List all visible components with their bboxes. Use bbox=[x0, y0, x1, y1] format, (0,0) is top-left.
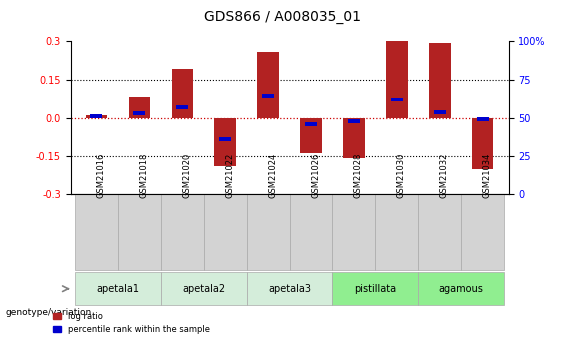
Text: GSM21028: GSM21028 bbox=[354, 152, 363, 198]
Bar bbox=[86, 115, 107, 118]
FancyBboxPatch shape bbox=[247, 194, 290, 270]
FancyBboxPatch shape bbox=[461, 194, 504, 270]
Bar bbox=[172, 69, 193, 118]
Bar bbox=[472, 118, 493, 169]
FancyBboxPatch shape bbox=[247, 272, 332, 305]
Legend: log ratio, percentile rank within the sample: log ratio, percentile rank within the sa… bbox=[49, 308, 213, 337]
Text: apetala1: apetala1 bbox=[97, 284, 140, 294]
Bar bbox=[90, 114, 102, 118]
Bar bbox=[262, 95, 274, 98]
Bar bbox=[429, 43, 450, 118]
Text: pistillata: pistillata bbox=[354, 284, 397, 294]
Bar bbox=[133, 111, 145, 115]
FancyBboxPatch shape bbox=[75, 272, 161, 305]
Bar bbox=[391, 98, 403, 101]
Text: GSM21016: GSM21016 bbox=[97, 152, 106, 198]
Text: GSM21032: GSM21032 bbox=[440, 152, 449, 198]
FancyBboxPatch shape bbox=[375, 194, 418, 270]
Bar bbox=[434, 110, 446, 114]
Text: GDS866 / A008035_01: GDS866 / A008035_01 bbox=[204, 10, 361, 24]
FancyBboxPatch shape bbox=[75, 194, 118, 270]
Text: GSM21018: GSM21018 bbox=[140, 152, 148, 198]
FancyBboxPatch shape bbox=[332, 194, 375, 270]
Text: agamous: agamous bbox=[439, 284, 484, 294]
FancyBboxPatch shape bbox=[204, 194, 247, 270]
Bar bbox=[176, 105, 188, 109]
FancyBboxPatch shape bbox=[161, 272, 247, 305]
FancyBboxPatch shape bbox=[290, 194, 332, 270]
Bar bbox=[305, 122, 317, 126]
Text: GSM21020: GSM21020 bbox=[182, 152, 191, 198]
Text: apetala3: apetala3 bbox=[268, 284, 311, 294]
Text: GSM21030: GSM21030 bbox=[397, 152, 406, 198]
Text: GSM21026: GSM21026 bbox=[311, 152, 320, 198]
FancyBboxPatch shape bbox=[118, 194, 161, 270]
FancyBboxPatch shape bbox=[418, 194, 461, 270]
Text: apetala2: apetala2 bbox=[182, 284, 225, 294]
Bar bbox=[258, 52, 279, 118]
FancyBboxPatch shape bbox=[161, 194, 204, 270]
Text: GSM21022: GSM21022 bbox=[225, 152, 234, 198]
FancyBboxPatch shape bbox=[332, 272, 418, 305]
Text: GSM21024: GSM21024 bbox=[268, 152, 277, 198]
Bar bbox=[300, 118, 321, 154]
Bar bbox=[215, 118, 236, 166]
FancyBboxPatch shape bbox=[418, 272, 504, 305]
Bar bbox=[386, 41, 407, 118]
Bar bbox=[477, 117, 489, 121]
Bar bbox=[343, 118, 364, 158]
Text: genotype/variation: genotype/variation bbox=[6, 308, 92, 317]
Text: GSM21034: GSM21034 bbox=[483, 152, 492, 198]
Bar bbox=[219, 137, 231, 141]
Bar bbox=[129, 97, 150, 118]
Bar bbox=[348, 119, 360, 123]
